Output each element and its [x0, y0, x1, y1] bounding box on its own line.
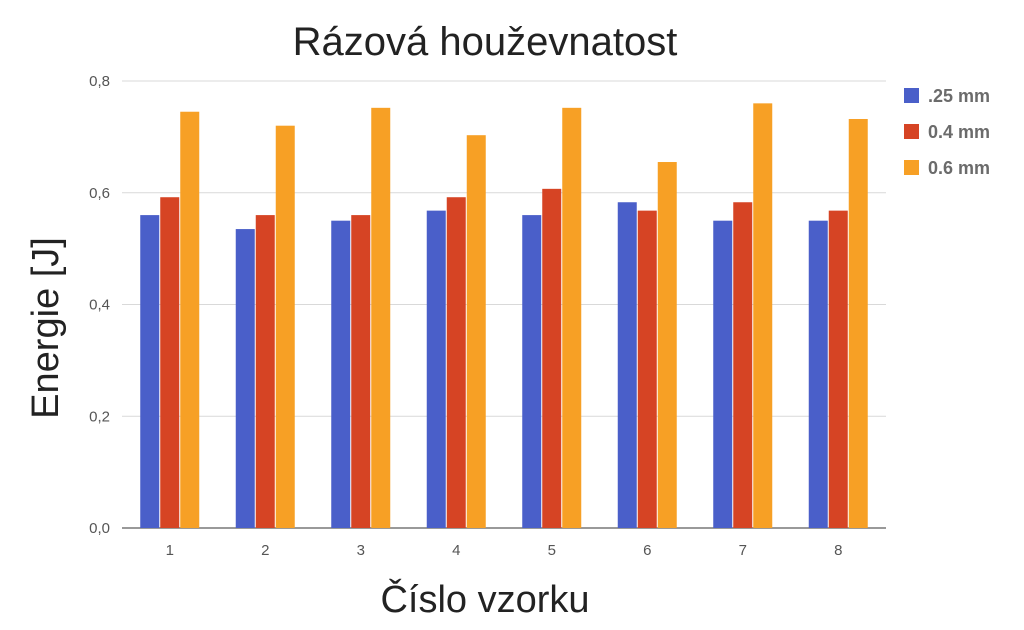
bar — [180, 111, 200, 528]
x-tick-label: 6 — [643, 542, 651, 559]
y-tick-label: 0,2 — [89, 408, 110, 425]
x-axis-ticks: 1 2 3 4 5 6 7 8 — [166, 542, 843, 559]
bar — [828, 210, 848, 528]
bar — [522, 215, 542, 528]
y-axis-ticks: 0,0 0,2 0,4 0,6 0,8 — [89, 73, 110, 537]
bar — [371, 107, 391, 528]
bar — [351, 215, 371, 528]
bar — [733, 202, 753, 528]
bar — [617, 202, 637, 528]
bar — [657, 162, 677, 529]
bar — [331, 220, 351, 528]
bar — [753, 103, 773, 528]
x-axis-title: Číslo vzorku — [380, 577, 589, 621]
x-tick-label: 3 — [357, 542, 365, 559]
bar — [160, 197, 180, 528]
bar — [562, 107, 582, 528]
legend-item: .25 mm — [904, 86, 990, 106]
bar — [637, 210, 657, 528]
bar — [140, 215, 160, 528]
legend-item: 0.6 mm — [904, 158, 990, 178]
bar — [446, 197, 466, 528]
y-tick-label: 0,0 — [89, 520, 110, 537]
legend-swatch — [904, 88, 919, 103]
y-tick-label: 0,8 — [89, 73, 110, 90]
y-tick-label: 0,6 — [89, 185, 110, 202]
x-tick-label: 4 — [452, 542, 460, 559]
bar — [542, 188, 562, 528]
bar — [275, 125, 295, 528]
legend-label: 0.6 mm — [928, 158, 990, 178]
y-tick-label: 0,4 — [89, 297, 110, 314]
x-tick-label: 2 — [261, 542, 269, 559]
bar — [235, 229, 255, 528]
chart-title: Rázová houževnatost — [293, 20, 678, 64]
bar — [808, 220, 828, 528]
legend-swatch — [904, 124, 919, 139]
bar — [713, 220, 733, 528]
legend: .25 mm 0.4 mm 0.6 mm — [904, 86, 990, 178]
legend-label: .25 mm — [928, 86, 990, 106]
legend-label: 0.4 mm — [928, 122, 990, 142]
bar — [466, 135, 486, 529]
y-axis-title: Energie [J] — [25, 237, 67, 419]
legend-swatch — [904, 160, 919, 175]
bar — [255, 215, 275, 528]
x-tick-label: 1 — [166, 542, 174, 559]
bars — [140, 103, 868, 529]
bar — [848, 118, 868, 529]
x-tick-label: 8 — [834, 542, 842, 559]
bar — [426, 210, 446, 528]
x-tick-label: 5 — [548, 542, 556, 559]
legend-item: 0.4 mm — [904, 122, 990, 142]
x-tick-label: 7 — [739, 542, 747, 559]
